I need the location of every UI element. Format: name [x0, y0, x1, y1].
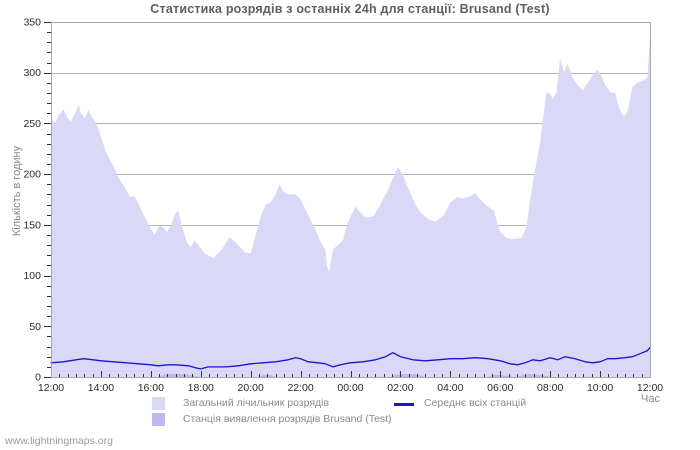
legend-line-average-stations — [394, 403, 414, 406]
svg-text:250: 250 — [23, 118, 41, 130]
svg-text:10:00: 10:00 — [587, 382, 613, 394]
svg-text:12:00: 12:00 — [637, 382, 663, 394]
svg-text:22:00: 22:00 — [287, 382, 313, 394]
x-tick-labels: 12:00 14:00 16:00 18:00 20:00 22:00 00:00 02:00… — [38, 382, 663, 394]
line-series — [50, 346, 651, 370]
plot-border — [51, 22, 651, 378]
legend-label-total-counter: Загальний лічильник розрядів — [183, 397, 330, 409]
watermark-text: www.lightningmaps.org — [5, 435, 113, 447]
legend-swatch-station-brusand — [152, 413, 165, 426]
svg-text:300: 300 — [23, 67, 41, 79]
svg-text:04:00: 04:00 — [437, 382, 463, 394]
svg-text:08:00: 08:00 — [537, 382, 563, 394]
x-ticks — [51, 371, 651, 377]
svg-text:100: 100 — [23, 270, 41, 282]
svg-text:0: 0 — [35, 372, 41, 384]
legend-label-station-brusand: Станція виявлення розрядів Brusand (Test… — [183, 413, 392, 425]
svg-text:50: 50 — [29, 321, 41, 333]
svg-text:18:00: 18:00 — [188, 382, 214, 394]
svg-text:12:00: 12:00 — [38, 382, 64, 394]
svg-text:06:00: 06:00 — [487, 382, 513, 394]
legend-label-average-stations: Середнє всіх станцій — [424, 397, 527, 409]
chart-title: Статистика розрядів з останніх 24h для с… — [150, 2, 550, 16]
svg-text:20:00: 20:00 — [238, 382, 264, 394]
x-axis-title: Час — [641, 393, 660, 405]
svg-text:14:00: 14:00 — [88, 382, 114, 394]
svg-text:16:00: 16:00 — [138, 382, 164, 394]
svg-text:350: 350 — [23, 17, 41, 29]
svg-text:00:00: 00:00 — [337, 382, 363, 394]
svg-text:02:00: 02:00 — [387, 382, 413, 394]
legend-swatch-total-counter — [152, 397, 165, 410]
y-tick-labels: 0 50 100 150 200 250 300 350 — [23, 17, 41, 384]
area-series — [51, 34, 650, 377]
y-ticks — [44, 22, 51, 378]
svg-text:150: 150 — [23, 219, 41, 231]
svg-text:200: 200 — [23, 169, 41, 181]
